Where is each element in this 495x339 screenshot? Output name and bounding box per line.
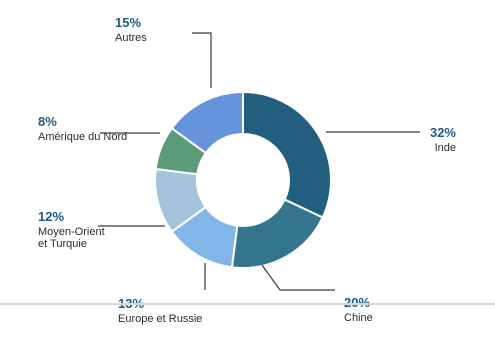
category-label-europe-et-russie: Europe et Russie	[118, 313, 202, 325]
category-label-amerique-du-nord: Amérique du Nord	[38, 131, 127, 143]
slice-autres	[170, 90, 244, 155]
category-label-chine: Chine	[344, 312, 373, 324]
category-label-moyen-orient-et-turquie: Moyen-Orient et Turquie	[38, 226, 105, 250]
value-label-amerique-du-nord: 8%	[38, 114, 57, 129]
category-label-autres: Autres	[115, 32, 147, 44]
leader-line-autres	[192, 32, 212, 88]
leader-line-chine	[261, 264, 335, 291]
slice-inde	[242, 90, 332, 219]
category-label-inde: Inde	[435, 142, 456, 154]
value-label-autres: 15%	[115, 15, 141, 30]
value-label-moyen-orient-et-turquie: 12%	[38, 209, 64, 224]
value-label-chine: 20%	[344, 295, 370, 310]
value-label-inde: 32%	[430, 125, 456, 140]
bottom-divider	[0, 303, 495, 305]
